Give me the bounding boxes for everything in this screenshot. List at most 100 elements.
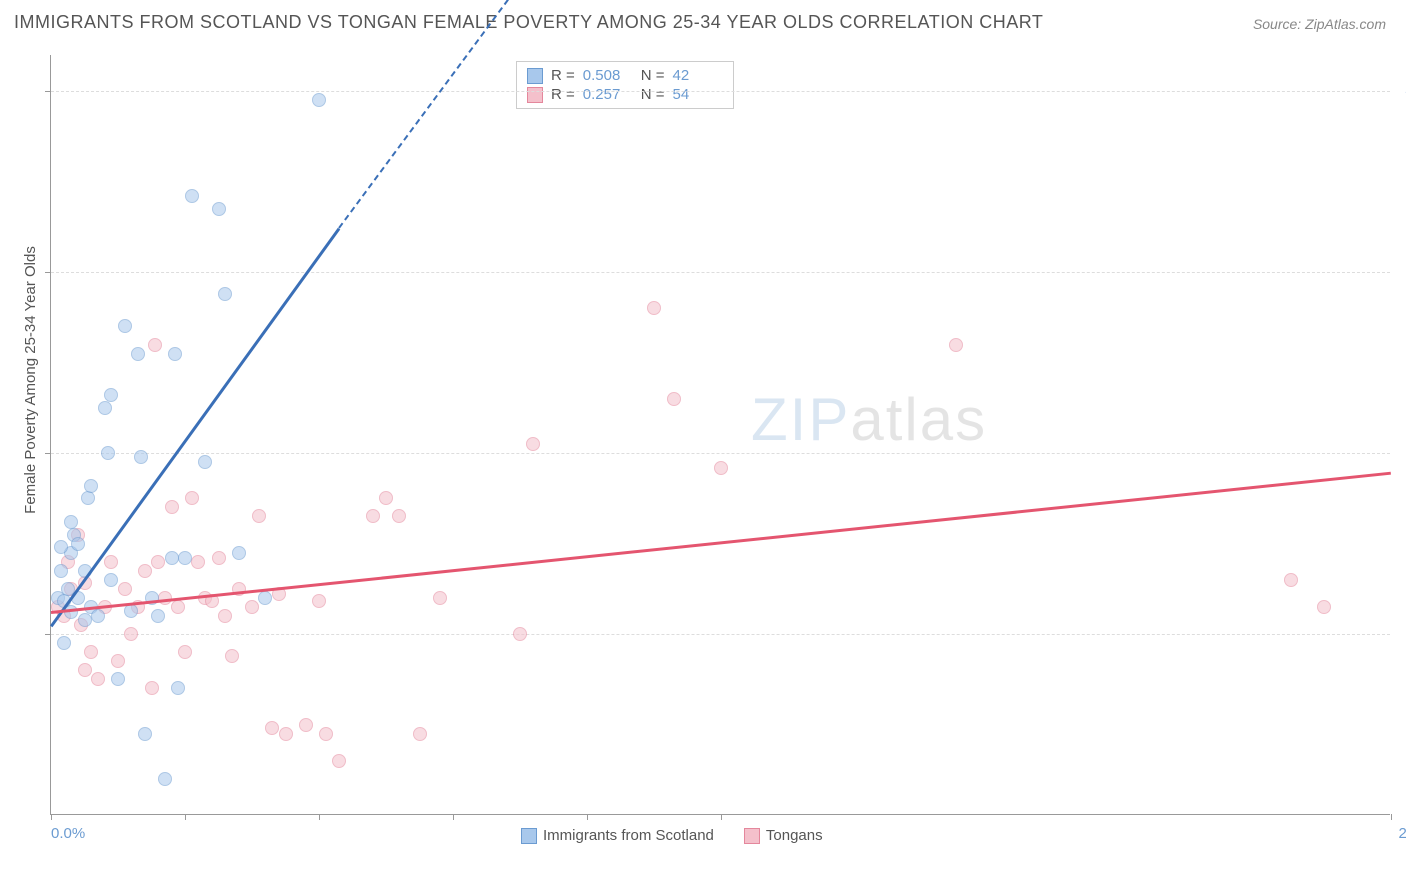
- data-point-scotland: [165, 551, 179, 565]
- data-point-scotland: [151, 609, 165, 623]
- data-point-tongans: [138, 564, 152, 578]
- data-point-tongans: [151, 555, 165, 569]
- data-point-tongans: [379, 491, 393, 505]
- data-point-tongans: [647, 301, 661, 315]
- stat-n-scotland: 42: [673, 67, 723, 84]
- plot-area: ZIPatlas R = 0.508 N = 42 R = 0.257 N = …: [50, 55, 1390, 815]
- data-point-tongans: [312, 594, 326, 608]
- y-tick: [45, 634, 51, 635]
- data-point-tongans: [332, 754, 346, 768]
- data-point-tongans: [252, 509, 266, 523]
- stat-r-label: R =: [551, 86, 575, 103]
- data-point-tongans: [433, 591, 447, 605]
- data-point-tongans: [319, 727, 333, 741]
- data-point-tongans: [145, 681, 159, 695]
- data-point-tongans: [218, 609, 232, 623]
- watermark-zip: ZIP: [751, 386, 850, 453]
- gridline: [51, 272, 1390, 273]
- data-point-tongans: [178, 645, 192, 659]
- data-point-tongans: [165, 500, 179, 514]
- data-point-scotland: [118, 319, 132, 333]
- legend-item-scotland: Immigrants from Scotland: [521, 827, 714, 844]
- x-tick: [587, 814, 588, 820]
- stat-n-label: N =: [641, 86, 665, 103]
- legend-square-scotland: [527, 68, 543, 84]
- watermark: ZIPatlas: [751, 385, 987, 454]
- gridline: [51, 634, 1390, 635]
- data-point-tongans: [392, 509, 406, 523]
- data-point-tongans: [118, 582, 132, 596]
- trend-line: [338, 0, 521, 228]
- trend-line: [51, 471, 1391, 613]
- data-point-tongans: [84, 645, 98, 659]
- legend-square-tongans: [527, 87, 543, 103]
- data-point-tongans: [366, 509, 380, 523]
- data-point-tongans: [1284, 573, 1298, 587]
- stat-r-tongans: 0.257: [583, 86, 633, 103]
- stat-r-scotland: 0.508: [583, 67, 633, 84]
- chart-container: IMMIGRANTS FROM SCOTLAND VS TONGAN FEMAL…: [0, 0, 1406, 892]
- data-point-scotland: [84, 479, 98, 493]
- data-point-scotland: [131, 347, 145, 361]
- data-point-scotland: [71, 537, 85, 551]
- data-point-tongans: [513, 627, 527, 641]
- data-point-scotland: [212, 202, 226, 216]
- data-point-scotland: [57, 636, 71, 650]
- x-tick: [319, 814, 320, 820]
- data-point-scotland: [312, 93, 326, 107]
- data-point-tongans: [78, 663, 92, 677]
- legend-label-tongans: Tongans: [766, 827, 823, 844]
- y-tick: [45, 453, 51, 454]
- data-point-tongans: [245, 600, 259, 614]
- stats-legend: R = 0.508 N = 42 R = 0.257 N = 54: [516, 61, 734, 109]
- data-point-scotland: [81, 491, 95, 505]
- legend-square-tongans: [744, 828, 760, 844]
- data-point-tongans: [111, 654, 125, 668]
- data-point-tongans: [91, 672, 105, 686]
- legend-item-tongans: Tongans: [744, 827, 823, 844]
- data-point-scotland: [54, 564, 68, 578]
- data-point-tongans: [299, 718, 313, 732]
- data-point-scotland: [258, 591, 272, 605]
- gridline: [51, 453, 1390, 454]
- data-point-scotland: [104, 573, 118, 587]
- data-point-scotland: [138, 727, 152, 741]
- stats-row-tongans: R = 0.257 N = 54: [527, 85, 723, 104]
- chart-title: IMMIGRANTS FROM SCOTLAND VS TONGAN FEMAL…: [14, 12, 1043, 33]
- data-point-scotland: [171, 681, 185, 695]
- stat-n-tongans: 54: [673, 86, 723, 103]
- data-point-tongans: [148, 338, 162, 352]
- x-tick: [721, 814, 722, 820]
- y-tick: [45, 272, 51, 273]
- data-point-scotland: [98, 401, 112, 415]
- data-point-tongans: [667, 392, 681, 406]
- data-point-tongans: [714, 461, 728, 475]
- data-point-scotland: [158, 772, 172, 786]
- data-point-tongans: [225, 649, 239, 663]
- x-tick: [1391, 814, 1392, 820]
- legend-square-scotland: [521, 828, 537, 844]
- data-point-scotland: [104, 388, 118, 402]
- stats-row-scotland: R = 0.508 N = 42: [527, 66, 723, 85]
- data-point-tongans: [124, 627, 138, 641]
- data-point-tongans: [212, 551, 226, 565]
- data-point-scotland: [78, 613, 92, 627]
- data-point-tongans: [279, 727, 293, 741]
- y-tick: [45, 91, 51, 92]
- data-point-scotland: [198, 455, 212, 469]
- x-tick-label: 20.0%: [1398, 825, 1406, 842]
- data-point-tongans: [526, 437, 540, 451]
- data-point-scotland: [185, 189, 199, 203]
- x-tick: [51, 814, 52, 820]
- x-tick: [453, 814, 454, 820]
- gridline: [51, 91, 1390, 92]
- stat-r-label: R =: [551, 67, 575, 84]
- data-point-scotland: [64, 515, 78, 529]
- stat-n-label: N =: [641, 67, 665, 84]
- data-point-scotland: [91, 609, 105, 623]
- legend-label-scotland: Immigrants from Scotland: [543, 827, 714, 844]
- x-tick-label: 0.0%: [51, 825, 85, 842]
- data-point-scotland: [218, 287, 232, 301]
- data-point-tongans: [265, 721, 279, 735]
- data-point-tongans: [413, 727, 427, 741]
